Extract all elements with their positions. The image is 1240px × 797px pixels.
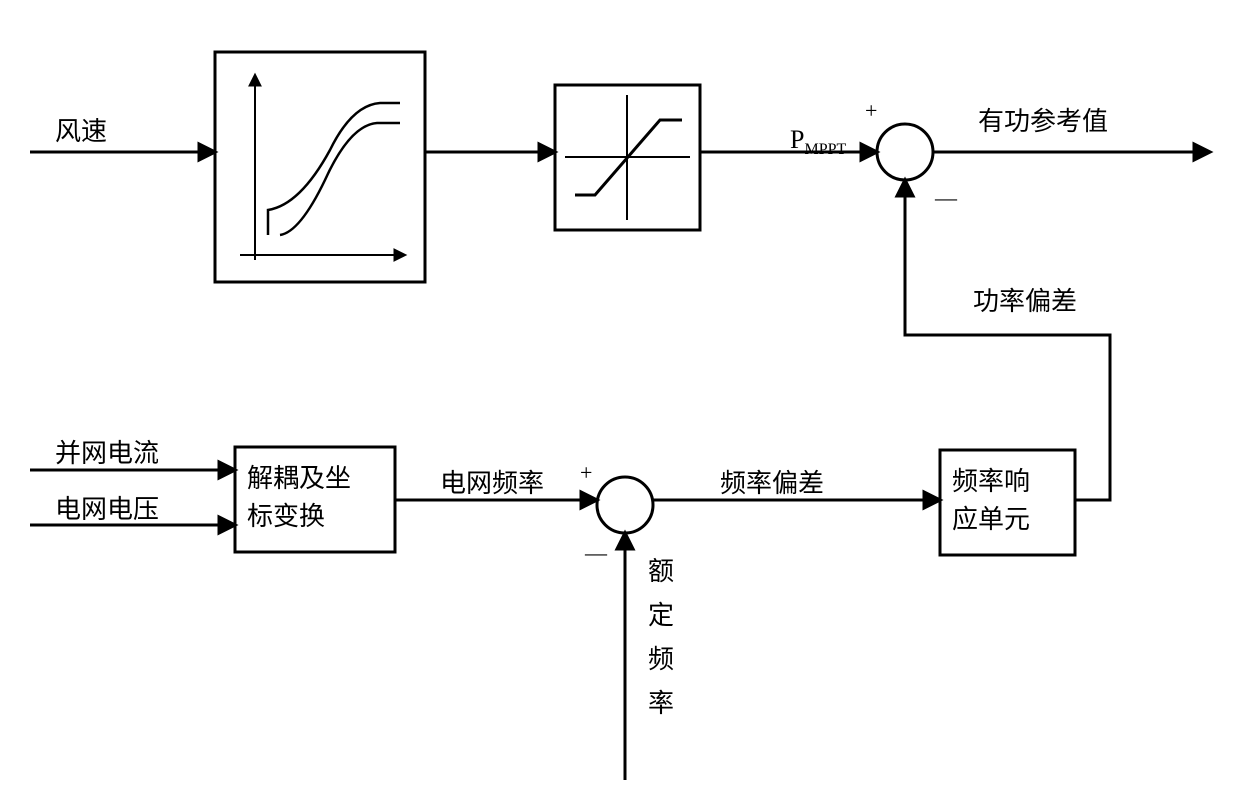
label-freq-deviation: 频率偏差 [720,469,824,498]
label-freq-resp: 频率响应单元 [952,467,1030,534]
label-p-mppt: PMPPT [790,125,846,158]
summer-bottom [597,477,653,533]
label-grid-current: 并网电流 [55,439,159,468]
sign-minus-top: — [934,185,958,210]
label-rated-freq: 额定频率 [648,557,674,718]
label-wind-speed: 风速 [55,117,107,146]
label-grid-freq: 电网频率 [440,469,544,498]
label-grid-voltage: 电网电压 [55,495,159,524]
mppt-curve-inner [280,123,400,235]
decouple-box [235,447,395,552]
summer-top [877,124,933,180]
freq-resp-box [940,450,1075,555]
sign-minus-bottom: — [584,540,608,565]
label-decouple: 解耦及坐标变换 [247,464,351,531]
label-power-deviation: 功率偏差 [973,287,1077,316]
arrow-freqresp-to-summer [905,180,1110,500]
sign-plus-bottom: + [580,460,592,485]
label-active-ref: 有功参考值 [978,107,1108,136]
sign-plus-top: + [865,98,877,123]
